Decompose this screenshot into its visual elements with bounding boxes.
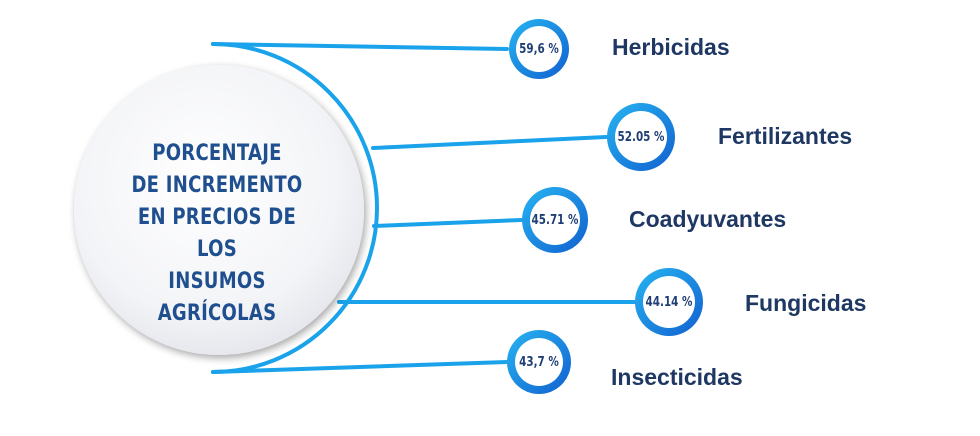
connector-lines [211,42,637,374]
label-coadyuvantes: Coadyuvantes [629,206,787,232]
ring-fungicidas [635,268,703,336]
ring-coadyuvantes [522,187,588,253]
value-coadyuvantes: 45.71 % [531,212,579,228]
label-herbicidas: Herbicidas [612,34,730,60]
label-insecticidas: Insecticidas [611,364,743,390]
value-insecticidas: 43,7 % [519,354,559,370]
connector-arc [211,42,379,374]
center-circle [74,65,364,355]
connector-line [211,42,509,51]
value-fungicidas: 44.14 % [645,294,693,310]
value-herbicidas: 59,6 % [519,41,559,57]
title-line: EN PRECIOS DE LOS [137,205,297,262]
ring-herbicidas [509,19,569,79]
ring-fertilizantes [607,103,675,171]
connector-line [371,135,608,150]
title-line: PORCENTAJE [152,141,282,166]
title-line: DE INCREMENTO [131,173,303,198]
title-line: INSUMOS AGRÍCOLAS [157,269,277,326]
connector-line [372,218,523,228]
label-fungicidas: Fungicidas [745,290,867,316]
label-fertilizantes: Fertilizantes [718,123,853,149]
center-title: PORCENTAJE DE INCREMENTO EN PRECIOS DE L… [118,138,316,330]
value-rings [507,19,703,394]
ring-insecticidas [507,330,571,394]
value-fertilizantes: 52.05 % [617,129,665,145]
connector-line [211,360,509,374]
